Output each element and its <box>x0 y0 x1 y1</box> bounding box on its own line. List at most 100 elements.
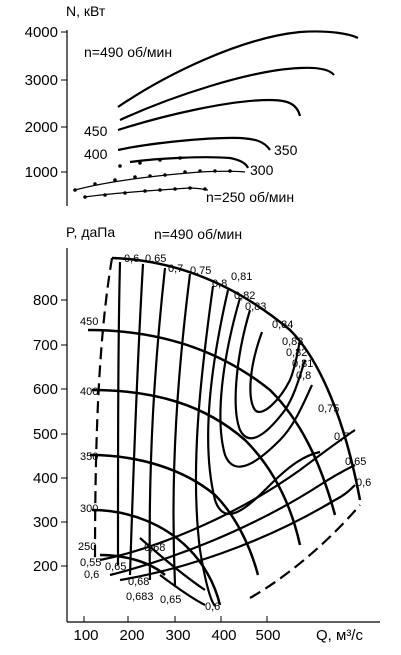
pressure-curve-450 <box>87 328 337 516</box>
efficiency-label: 0,82 <box>234 290 255 302</box>
efficiency-label: 0,55 <box>80 557 101 569</box>
efficiency-label: 0,75 <box>190 265 211 277</box>
speed-label: 250 <box>78 541 96 553</box>
power-curve-350 <box>129 156 250 169</box>
efficiency-curve-0-65 <box>128 263 145 576</box>
power-curve-470 <box>119 66 335 121</box>
pressure-tick-label: 700 <box>33 337 58 354</box>
power-chart: N, кВт 4000 3000 2000 1000 <box>25 3 359 206</box>
efficiency-label: 0,65 <box>105 561 126 573</box>
pressure-tick-label: 400 <box>33 470 58 487</box>
power-point <box>148 174 152 178</box>
speed-label: 300 <box>80 503 98 515</box>
power-point <box>188 186 192 190</box>
power-curve-400 <box>117 136 271 152</box>
pressure-tick-label: 800 <box>33 292 58 309</box>
right-boundary-dashed <box>249 504 361 599</box>
pressure-tick-label: 500 <box>33 426 58 443</box>
efficiency-curve-0-8 <box>194 285 216 607</box>
efficiency-label: 0,65 <box>160 594 181 606</box>
power-point <box>123 191 127 195</box>
power-point <box>73 188 77 192</box>
power-point <box>203 187 207 191</box>
power-point <box>93 182 97 186</box>
pressure-curve-490 <box>111 256 362 501</box>
pressure-axis-label: P, даПа <box>66 224 115 240</box>
pressure-x-tick-label: 100 <box>73 627 98 644</box>
power-point <box>173 187 177 191</box>
power-tick-label: 3000 <box>25 72 58 89</box>
efficiency-label: 0,6 <box>356 477 371 489</box>
efficiency-label: 0,82 <box>286 347 307 359</box>
efficiency-curve-0-84 <box>249 331 302 413</box>
power-point <box>118 164 122 168</box>
efficiency-curve-0-82 <box>219 297 313 468</box>
power-point <box>83 195 87 199</box>
power-point <box>143 189 147 193</box>
pressure-chart-title: n=490 об/мин <box>154 226 242 242</box>
power-point <box>103 193 107 197</box>
power-point <box>183 170 187 174</box>
power-label-250: n=250 об/мин <box>206 189 294 205</box>
pressure-x-axis-label: Q, м³/с <box>316 627 363 644</box>
efficiency-curve-0-7 <box>148 267 167 581</box>
speed-label: 350 <box>80 451 98 463</box>
efficiency-label: 0,83 <box>245 301 266 313</box>
efficiency-label: 0,7 <box>334 431 349 443</box>
pressure-x-tick-label: 200 <box>119 627 144 644</box>
efficiency-label: 0,84 <box>272 319 293 331</box>
power-point <box>138 161 142 165</box>
power-label-450: 450 <box>84 123 108 139</box>
efficiency-label: 0,65 <box>345 456 366 468</box>
efficiency-label: 0,68 <box>128 576 149 588</box>
pressure-x-tick-label: 500 <box>255 627 280 644</box>
power-point <box>213 169 217 173</box>
efficiency-label: 0,8 <box>212 278 227 290</box>
power-label-350: 350 <box>274 142 298 158</box>
efficiency-curve-0-68 <box>139 537 206 591</box>
efficiency-label: 0,6 <box>124 253 139 265</box>
efficiency-curve-0-83 <box>234 309 307 440</box>
power-point <box>133 175 137 179</box>
power-label-300: 300 <box>250 162 274 178</box>
efficiency-curve-0-81 <box>207 289 321 515</box>
power-label-490: n=490 об/мин <box>84 44 172 60</box>
efficiency-label: 0,83 <box>282 336 303 348</box>
efficiency-label: 0,65 <box>145 253 166 265</box>
efficiency-curve-0-683 <box>159 574 206 606</box>
power-point <box>158 188 162 192</box>
speed-label: 450 <box>80 316 98 328</box>
efficiency-curves <box>99 261 356 607</box>
pressure-tick-label: 300 <box>33 514 58 531</box>
power-point <box>163 173 167 177</box>
power-point <box>178 156 182 160</box>
pressure-tick-label: 200 <box>33 558 58 575</box>
pressure-x-tick-label: 400 <box>211 627 236 644</box>
efficiency-label: 0,8 <box>296 370 311 382</box>
efficiency-label: 0,81 <box>292 358 313 370</box>
power-point <box>228 169 232 173</box>
power-tick-label: 1000 <box>25 164 58 181</box>
pressure-chart: P, даПа n=490 об/мин 800 700 600 500 400… <box>33 224 380 644</box>
power-axis-label: N, кВт <box>66 3 106 19</box>
speed-label: 400 <box>80 386 98 398</box>
power-point <box>158 158 162 162</box>
efficiency-label: 0,683 <box>126 591 154 603</box>
power-tick-label: 4000 <box>25 24 58 41</box>
power-point <box>198 169 202 173</box>
pressure-tick-label: 600 <box>33 381 58 398</box>
efficiency-curve-0-7-lower <box>109 464 356 577</box>
power-label-400: 400 <box>84 146 108 162</box>
power-point <box>113 178 117 182</box>
pressure-x-tick-label: 300 <box>165 627 190 644</box>
efficiency-label: 0,81 <box>231 271 252 283</box>
efficiency-label: 0,75 <box>318 403 339 415</box>
power-curve-450 <box>117 98 302 132</box>
efficiency-curve-0-65-lower <box>119 484 356 582</box>
power-tick-label: 2000 <box>25 119 58 136</box>
efficiency-label: 0,6 <box>84 569 99 581</box>
efficiency-label: 0,68 <box>144 542 165 554</box>
efficiency-label: 0,7 <box>168 263 183 275</box>
efficiency-curve-0-6 <box>116 261 122 566</box>
